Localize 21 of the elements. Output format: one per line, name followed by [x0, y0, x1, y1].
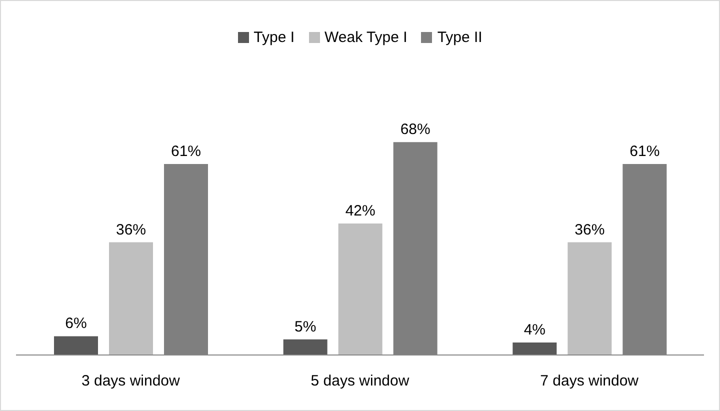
bar: [54, 336, 98, 355]
x-tick-label: 5 days window: [310, 372, 410, 390]
legend-label: Type I: [252, 29, 294, 46]
data-label: 61%: [170, 142, 202, 160]
data-label: 36%: [574, 221, 605, 238]
bar: [283, 339, 328, 355]
x-tick-label: 7 days window: [540, 372, 639, 390]
bar: [338, 223, 382, 355]
data-label: 4%: [524, 321, 546, 338]
legend-label: Weak Type I: [324, 29, 408, 46]
data-label: 6%: [65, 315, 87, 332]
data-label: 36%: [116, 221, 146, 238]
x-tick-label: 3 days window: [81, 372, 180, 390]
bar: [109, 242, 153, 355]
data-label: 68%: [400, 121, 430, 138]
legend-label: Type II: [436, 29, 482, 46]
data-label: 5%: [294, 318, 316, 336]
data-label: 42%: [345, 202, 376, 220]
bar: [512, 342, 557, 355]
bar: [568, 242, 612, 355]
data-label: 61%: [630, 142, 660, 160]
